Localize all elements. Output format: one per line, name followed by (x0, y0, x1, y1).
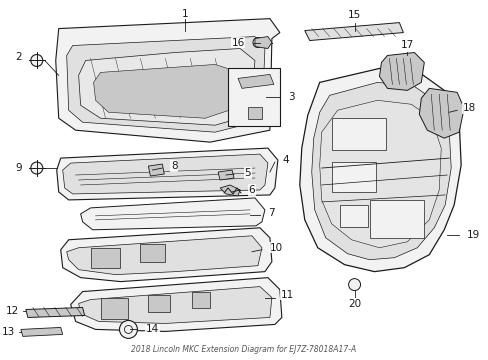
Circle shape (31, 54, 42, 67)
Text: 4: 4 (282, 155, 288, 165)
Polygon shape (379, 53, 424, 90)
Bar (192, 292, 210, 307)
Text: 19: 19 (466, 230, 479, 240)
Text: 7: 7 (268, 208, 275, 218)
Text: 12: 12 (6, 306, 20, 316)
Bar (331, 162, 376, 192)
Circle shape (252, 37, 263, 48)
Text: 9: 9 (16, 163, 22, 173)
Polygon shape (220, 185, 240, 196)
Text: 16: 16 (231, 37, 244, 48)
Text: 13: 13 (2, 327, 16, 337)
Bar (339, 205, 367, 227)
Text: 6: 6 (248, 185, 255, 195)
Text: 2018 Lincoln MKC Extension Diagram for EJ7Z-78018A17-A: 2018 Lincoln MKC Extension Diagram for E… (131, 345, 356, 354)
Polygon shape (81, 198, 264, 230)
Polygon shape (21, 328, 62, 336)
Text: 5: 5 (244, 168, 251, 178)
Bar (227, 68, 279, 126)
Text: 18: 18 (462, 103, 475, 113)
Polygon shape (419, 88, 463, 138)
Text: 14: 14 (145, 324, 159, 334)
Polygon shape (148, 164, 164, 176)
Polygon shape (319, 100, 440, 248)
Circle shape (124, 325, 132, 333)
Polygon shape (26, 307, 84, 318)
Text: 10: 10 (269, 243, 282, 253)
Text: 11: 11 (281, 289, 294, 300)
Polygon shape (304, 23, 403, 41)
Polygon shape (299, 68, 460, 272)
Text: 15: 15 (347, 10, 361, 20)
Polygon shape (66, 37, 264, 132)
Polygon shape (56, 19, 279, 142)
Text: 8: 8 (171, 161, 177, 171)
Polygon shape (57, 148, 277, 200)
Bar (247, 107, 262, 119)
Polygon shape (66, 236, 262, 275)
Text: 3: 3 (288, 92, 295, 102)
Polygon shape (218, 170, 234, 180)
Bar (140, 244, 165, 262)
Circle shape (348, 279, 360, 291)
Polygon shape (71, 278, 281, 332)
Bar (148, 294, 170, 312)
Polygon shape (238, 75, 273, 88)
Bar (90, 248, 120, 268)
Polygon shape (254, 37, 271, 49)
Polygon shape (61, 228, 271, 282)
Polygon shape (93, 64, 240, 118)
Text: 1: 1 (182, 9, 188, 19)
Bar (369, 200, 424, 238)
Circle shape (31, 162, 42, 174)
Polygon shape (311, 82, 450, 260)
Text: 17: 17 (400, 40, 413, 50)
Polygon shape (79, 287, 271, 323)
Polygon shape (62, 154, 267, 194)
Bar (101, 298, 128, 319)
Circle shape (119, 320, 137, 338)
Text: 20: 20 (347, 298, 361, 309)
Polygon shape (79, 49, 254, 125)
Text: 2: 2 (16, 53, 22, 63)
Bar (331, 118, 386, 150)
